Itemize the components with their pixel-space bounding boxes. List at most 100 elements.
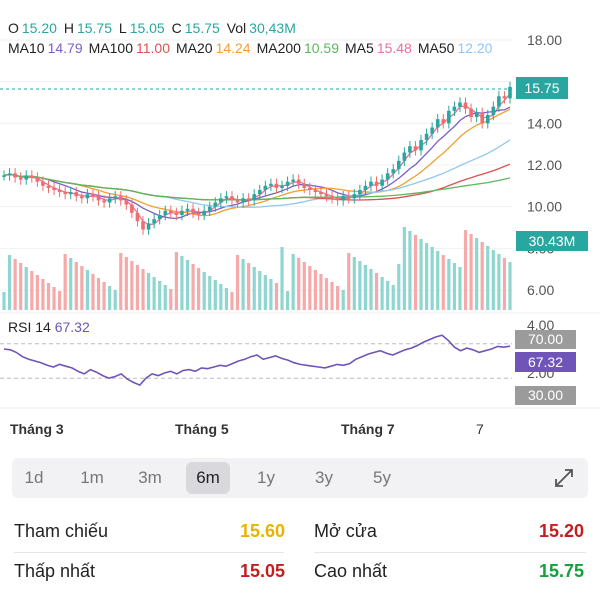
candle-body [46,185,51,188]
rsi-line [3,334,511,387]
volume-bar [230,292,234,310]
volume-bar [352,257,356,310]
expand-icon[interactable] [552,466,576,490]
candle-body [163,210,168,215]
low-label: L [118,20,127,36]
candle-body [474,112,479,118]
volume-bar [419,239,423,310]
volume-bar [252,267,256,310]
volume-bar [208,276,212,310]
price-tick-label: 14.00 [527,115,562,131]
ma-legend-label: MA200 [256,40,301,56]
range-6m[interactable]: 6m [186,462,230,494]
candle-body [152,219,156,224]
candle-body [30,175,34,178]
candle-body [358,190,362,195]
candle-body [118,196,123,201]
candle-body [74,192,79,197]
low-price-label: Thấp nhất [14,561,96,581]
price-tick-label: 18.00 [527,32,562,48]
candle-body [18,177,23,180]
high-price-value: 15.75 [538,561,584,581]
range-1y[interactable]: 1y [257,468,275,487]
volume-bar [108,286,112,310]
candle-body [63,192,67,195]
range-selector: 1d 1m 3m 6m 1y 3y 5y [12,458,588,498]
volume-bar [152,277,156,310]
volume-bar [263,275,267,310]
ma-line [3,106,511,220]
ma-line [3,139,511,208]
ma-legend-value: 11.00 [135,40,170,56]
ma-legend-value: 14.79 [47,40,83,56]
candle-body [408,146,412,153]
candle-body [308,187,312,190]
volume-bar [480,242,484,310]
candle-body [480,112,484,124]
rsi-tick-label: 4.00 [527,317,554,333]
candle-body [330,196,334,199]
candle-body [396,160,401,170]
candle-body [196,212,201,215]
rsi-current-tag: 67.32 [515,352,576,372]
high-label: H [63,20,74,36]
volume-bar [241,259,245,310]
ma-legend-label: MA50 [417,40,455,56]
volume-bar [197,268,201,310]
volume-bar [508,262,512,310]
candle-body [491,106,496,115]
volume-bar [280,247,284,310]
volume-bar [491,250,495,310]
range-1d[interactable]: 1d [24,468,44,487]
volume-bar [85,270,90,310]
ma-legend-value: 10.59 [303,40,340,56]
candle-body [302,183,307,188]
volume-bar [297,258,301,310]
high-price-label: Cao nhất [314,561,388,581]
range-3m[interactable]: 3m [138,468,162,487]
candle-body [252,194,257,201]
close-value: 15.75 [184,20,220,36]
volume-bar [119,253,123,310]
volume-bar [69,258,73,310]
candle-body [263,185,268,190]
candle-body [413,146,418,151]
volume-bar [35,275,39,310]
candle-body [469,108,473,118]
open-value: 15.20 [21,20,57,36]
candle-body [107,198,112,203]
volume-bar [158,281,162,310]
candle-body [319,192,323,195]
volume-bar [30,271,34,310]
price-tick-label: 6.00 [527,282,554,298]
volume-bar [363,265,368,310]
low-price-value: 15.05 [239,561,285,581]
volume-bar [319,274,323,310]
volume-bar [258,271,262,310]
open-price-value: 15.20 [538,521,584,541]
stats-divider-left [14,552,284,553]
x-label-thang-3: Tháng 3 [10,421,64,437]
candle-body [24,175,29,180]
volume-bar [24,267,28,310]
volume-bar [430,247,434,310]
candle-body [35,177,40,182]
candle-body [257,190,262,195]
volume-bar [224,288,229,310]
candle-body [102,200,106,203]
candle-body [391,169,396,174]
range-3y[interactable]: 3y [315,468,333,487]
candle-body [213,202,218,207]
range-5y[interactable]: 5y [373,468,391,487]
candle-body [146,223,151,230]
price-tick-label: 10.00 [527,199,562,215]
range-1m[interactable]: 1m [80,468,104,487]
candle-body [363,185,368,190]
candle-body [458,102,462,107]
candle-body [452,106,457,111]
volume-bar [347,253,351,310]
candle-body [85,194,90,199]
close-label: C [171,20,182,36]
